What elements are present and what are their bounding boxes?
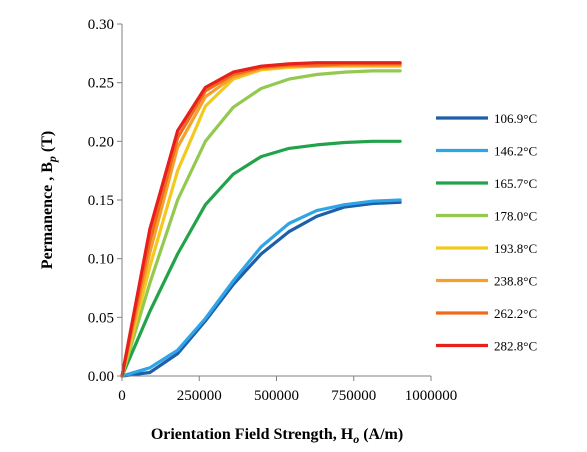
y-axis-label: Permanence , Bp (T) [39,131,59,269]
y-tick-label: 0.10 [88,252,114,268]
y-tick-label: 0.20 [88,134,114,150]
legend-label: 178.0°C [494,209,537,224]
y-tick-label: 0.05 [88,310,114,326]
y-axis-label-main: Permanence , B [39,162,56,269]
x-tick-label: 1000000 [405,388,458,404]
x-axis-label: Orientation Field Strength, Ho (A/m) [151,426,403,446]
x-tick-label: 250000 [177,388,222,404]
y-tick-label: 0.25 [88,76,114,92]
legend-label: 282.8°C [494,339,537,354]
series-line [120,200,402,378]
y-axis-label-subscript: p [45,156,59,163]
y-tick-label: 0.15 [88,193,114,209]
legend: 106.9°C 146.2°C 165.7°C 178.0°C 193.8°C 238.8… [436,111,537,354]
x-tick-label: 500000 [254,388,299,404]
legend-label: 262.2°C [494,306,537,321]
legend-label: 193.8°C [494,241,537,256]
series-line [120,198,402,378]
series-line [120,61,402,378]
x-axis-label-subscript: o [353,432,359,446]
legend-label: 238.8°C [494,274,537,289]
y-tick-label: 0.00 [88,369,114,385]
series-line [120,69,402,378]
x-ticks: 0 250000 500000 750000 1000000 [118,376,457,404]
series-layer [120,61,402,378]
y-tick-label: 0.30 [88,17,114,33]
legend-label: 146.2°C [494,144,537,159]
legend-label: 106.9°C [494,111,537,126]
x-axis-label-main: Orientation Field Strength, H [151,426,354,443]
series-line [120,139,402,378]
y-axis-label-unit: (T) [39,131,56,156]
y-ticks: 0.00 0.05 0.10 0.15 0.20 0.25 0.30 [88,17,122,385]
x-axis-label-unit: (A/m) [359,426,403,443]
x-tick-label: 0 [118,388,126,404]
x-tick-label: 750000 [331,388,376,404]
legend-label: 165.7°C [494,176,537,191]
